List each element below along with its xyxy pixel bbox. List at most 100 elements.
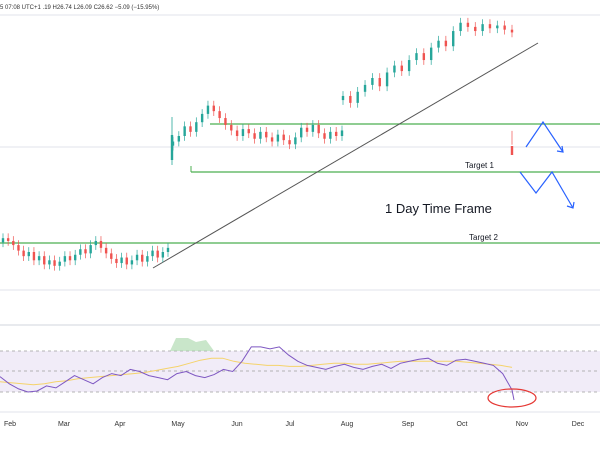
x-tick-oct: Oct [457, 421, 468, 428]
candle-34 [177, 131, 181, 147]
candle-11 [58, 256, 61, 271]
candle-3 [17, 240, 20, 256]
candle-67 [371, 73, 374, 90]
candle-81 [474, 22, 477, 36]
candle-20 [104, 243, 108, 259]
candle-25 [130, 255, 134, 270]
candle-63 [341, 91, 345, 105]
candle-59 [323, 128, 326, 144]
candle-12 [63, 251, 67, 267]
main-pane-frame [0, 14, 600, 326]
candle-77 [444, 35, 448, 52]
rsi-ma-line [0, 357, 513, 386]
x-tick-may: May [171, 421, 185, 428]
x-tick-aug: Aug [341, 421, 354, 428]
x-tick-mar: Mar [58, 421, 71, 428]
candle-15 [79, 244, 82, 260]
x-tick-apr: Apr [115, 421, 127, 428]
x-tick-jun: Jun [231, 421, 242, 428]
candle-84 [496, 20, 499, 34]
candle-87 [510, 130, 514, 155]
candle-8 [43, 251, 46, 270]
candle-29 [151, 245, 154, 261]
candle-2 [12, 236, 15, 250]
candle-73 [415, 48, 418, 65]
candle-30 [156, 245, 159, 263]
candle-51 [276, 129, 280, 147]
candle-75 [429, 42, 433, 65]
candle-68 [378, 73, 381, 92]
candle-14 [73, 249, 77, 266]
candle-23 [120, 252, 123, 268]
forecast-arrows [519, 120, 575, 209]
candle-76 [437, 35, 440, 53]
candle-38 [200, 109, 204, 128]
candle-74 [422, 48, 426, 65]
candle-54 [294, 132, 297, 150]
candle-6 [32, 247, 36, 266]
candle-55 [300, 122, 303, 143]
candle-48 [259, 127, 262, 144]
candle-7 [37, 251, 41, 266]
candle-66 [363, 80, 367, 97]
rsi-pane [0, 338, 600, 408]
candle-40 [212, 100, 215, 116]
candle-64 [349, 91, 352, 108]
candle-17 [89, 240, 92, 259]
candle-82 [481, 19, 484, 36]
ohlc-header: 5 07:08 UTC+1 .19 H26.74 L26.09 C26.62 −… [0, 5, 159, 11]
support-trendline [152, 42, 539, 269]
timeframe-label: 1 Day Time Frame [385, 201, 492, 216]
candle-79 [459, 17, 462, 36]
candle-5 [27, 247, 30, 261]
candle-4 [22, 245, 25, 261]
candle-26 [135, 249, 139, 266]
candle-86 [510, 24, 514, 38]
candle-78 [452, 26, 455, 52]
candles [1, 17, 514, 271]
gap-candle [170, 117, 174, 165]
candle-43 [230, 120, 233, 136]
candle-60 [329, 127, 332, 144]
rsi-oversold-circle [487, 388, 537, 408]
candle-1 [6, 233, 10, 246]
candle-52 [282, 129, 285, 145]
candle-46 [247, 124, 250, 139]
candle-72 [407, 55, 411, 76]
candle-57 [311, 120, 315, 137]
candle-32 [166, 243, 170, 257]
candle-42 [224, 113, 227, 130]
candle-39 [206, 100, 210, 119]
candle-19 [99, 236, 103, 253]
candle-0 [1, 233, 5, 248]
candle-41 [218, 106, 221, 123]
candle-22 [115, 254, 118, 268]
candle-21 [110, 248, 113, 264]
candle-37 [195, 117, 198, 137]
x-tick-jul: Jul [286, 421, 295, 428]
candle-62 [340, 125, 344, 141]
candle-61 [334, 127, 338, 141]
candle-28 [146, 251, 149, 267]
bullish-arrow [525, 120, 564, 153]
candle-31 [161, 247, 165, 263]
candle-24 [125, 252, 128, 270]
candle-70 [393, 60, 396, 78]
candle-9 [48, 255, 51, 270]
target2-label: Target 2 [469, 233, 498, 242]
candle-83 [488, 19, 492, 34]
candle-58 [317, 120, 320, 139]
rsi-overbought-fill [170, 338, 214, 351]
candle-53 [288, 135, 291, 150]
candle-56 [305, 122, 309, 137]
candle-10 [53, 255, 56, 271]
candle-44 [235, 125, 239, 141]
candle-27 [141, 249, 144, 267]
x-tick-sep: Sep [402, 421, 415, 428]
candle-36 [189, 121, 192, 137]
candle-65 [356, 86, 359, 108]
candle-18 [94, 236, 98, 250]
x-tick-nov: Nov [516, 421, 529, 428]
candle-85 [503, 20, 506, 35]
